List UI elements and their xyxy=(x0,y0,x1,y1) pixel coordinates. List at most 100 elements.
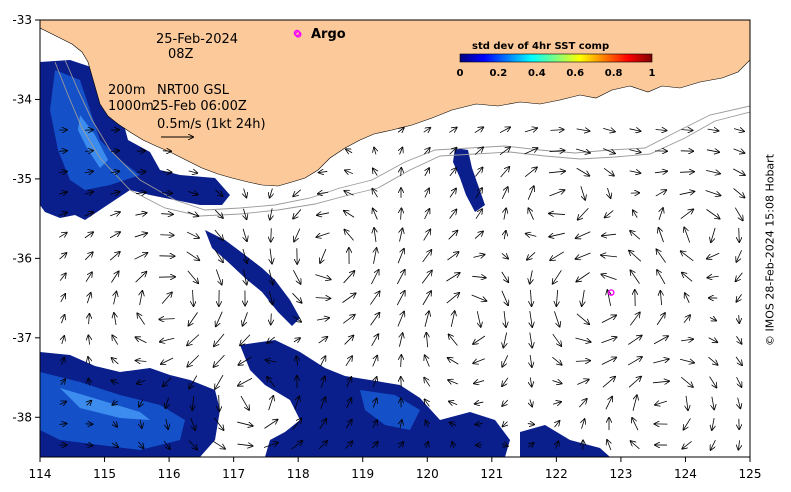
current-vector xyxy=(59,233,67,238)
current-vector xyxy=(473,335,486,344)
current-vector xyxy=(240,334,251,345)
current-vector xyxy=(707,129,719,131)
current-vector xyxy=(530,270,533,283)
current-vector xyxy=(372,189,378,198)
current-vector xyxy=(630,231,641,240)
lon-tick-label: 119 xyxy=(351,467,374,481)
colorbar-tick-label: 0.2 xyxy=(490,68,508,79)
current-vector xyxy=(214,354,225,367)
current-vector xyxy=(399,442,404,449)
current-vector xyxy=(653,381,669,383)
current-vector xyxy=(733,168,745,175)
current-vector xyxy=(449,334,458,346)
current-vector xyxy=(423,128,431,132)
current-vector xyxy=(736,272,743,281)
current-vector xyxy=(374,148,376,155)
current-vector xyxy=(504,231,506,240)
current-vector xyxy=(425,189,429,198)
current-vector xyxy=(421,271,432,284)
current-vector xyxy=(240,395,249,410)
lon-tick-label: 114 xyxy=(29,467,52,481)
current-vector xyxy=(527,424,534,425)
current-vector xyxy=(576,148,590,153)
current-vector xyxy=(114,292,117,305)
sst-patches xyxy=(40,60,610,457)
current-vector xyxy=(607,440,611,451)
current-vector xyxy=(140,291,143,306)
current-vector xyxy=(345,420,352,429)
current-vector xyxy=(556,289,557,306)
current-vector xyxy=(685,293,689,303)
current-vector xyxy=(549,233,565,237)
current-vector xyxy=(424,378,431,387)
current-vector xyxy=(61,294,65,303)
current-vector xyxy=(504,311,506,327)
current-vector xyxy=(527,186,534,200)
current-vector xyxy=(578,208,589,219)
current-vector xyxy=(475,209,482,219)
current-vector xyxy=(446,273,459,282)
current-vector xyxy=(271,313,272,324)
current-vector xyxy=(160,235,173,236)
lon-tick-label: 116 xyxy=(158,467,181,481)
current-vector xyxy=(630,270,640,284)
current-vector xyxy=(87,293,90,304)
current-vector xyxy=(110,151,119,152)
current-vector xyxy=(85,151,93,152)
current-vector xyxy=(343,315,354,324)
current-vector xyxy=(401,377,402,388)
current-vector xyxy=(159,319,175,320)
current-vector xyxy=(291,441,303,450)
lat-tick-label: -38 xyxy=(12,410,32,424)
current-vector xyxy=(711,439,716,450)
current-vector xyxy=(449,401,458,404)
current-vector xyxy=(84,212,93,216)
current-vector xyxy=(320,356,326,366)
current-vector xyxy=(138,441,143,448)
current-vector xyxy=(659,208,663,221)
current-vector xyxy=(109,252,120,261)
current-vector xyxy=(549,171,565,173)
current-vector xyxy=(473,358,485,364)
product-label: NRT00 GSL xyxy=(157,83,230,98)
current-vector xyxy=(499,147,510,156)
current-vector xyxy=(134,253,148,260)
current-vector xyxy=(472,276,485,277)
current-vector xyxy=(371,270,378,285)
current-vector xyxy=(451,311,454,327)
depth-label: 200m xyxy=(108,83,145,98)
current-vector xyxy=(627,357,642,366)
current-vector xyxy=(186,231,199,238)
current-vector xyxy=(190,417,196,430)
current-vector xyxy=(400,420,402,428)
current-vector xyxy=(628,336,641,345)
current-vector xyxy=(271,228,272,241)
current-vector xyxy=(550,130,563,131)
colorbar-tick-label: 0.4 xyxy=(528,68,546,79)
current-vector xyxy=(112,401,117,405)
current-vector xyxy=(401,168,402,177)
lon-tick-label: 120 xyxy=(416,467,439,481)
current-vector xyxy=(136,192,146,193)
current-vector xyxy=(530,377,532,386)
current-vector xyxy=(735,356,742,365)
current-vector xyxy=(89,314,90,325)
current-vector xyxy=(501,271,508,282)
current-vector xyxy=(601,255,617,257)
current-vector xyxy=(632,418,639,431)
current-vector xyxy=(555,421,560,428)
current-vector xyxy=(601,315,616,324)
current-vector xyxy=(401,355,402,367)
current-vector xyxy=(601,337,617,344)
current-vector xyxy=(373,169,377,176)
current-vector xyxy=(320,397,326,409)
current-vector xyxy=(577,379,588,385)
current-vector xyxy=(293,269,300,284)
current-vector xyxy=(62,336,64,345)
current-vector xyxy=(422,250,432,263)
current-vector xyxy=(503,422,508,427)
current-vector xyxy=(680,209,693,219)
current-vector xyxy=(706,150,719,152)
current-vector xyxy=(446,293,459,304)
